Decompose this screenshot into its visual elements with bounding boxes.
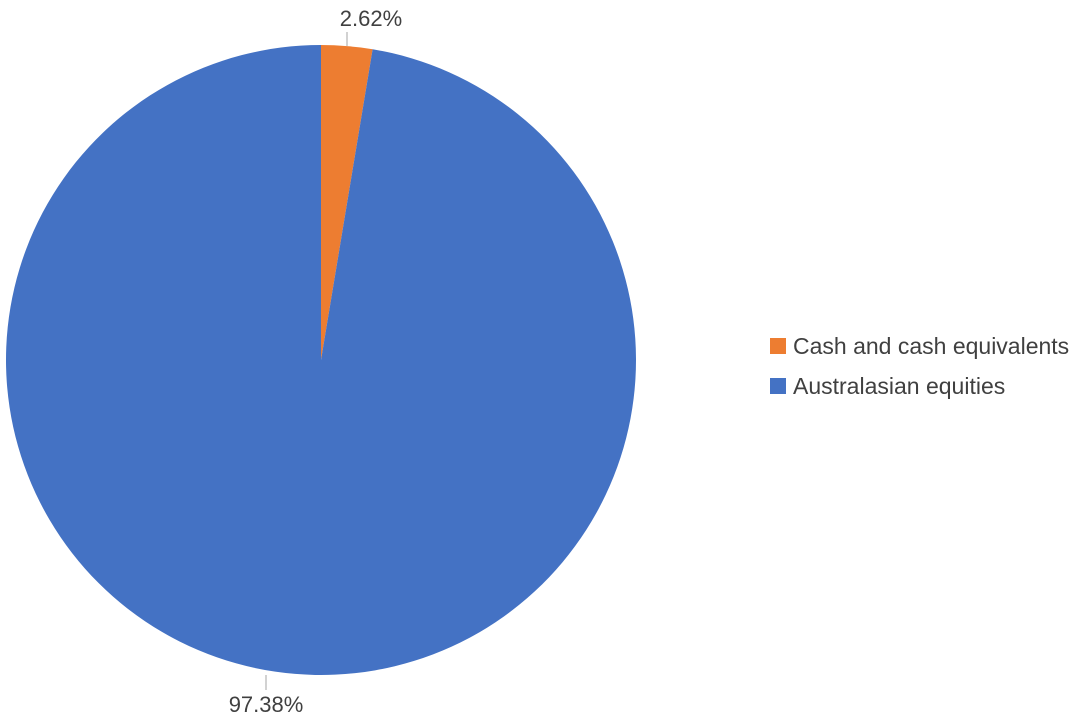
pie-slice-australasian-equities bbox=[5, 45, 636, 676]
legend-swatch-australasian-equities bbox=[770, 378, 786, 394]
legend: Cash and cash equivalents Australasian e… bbox=[770, 326, 1069, 406]
legend-swatch-cash bbox=[770, 338, 786, 354]
data-label-australasian-equities: 97.38% bbox=[229, 692, 304, 717]
legend-item-australasian-equities: Australasian equities bbox=[770, 366, 1069, 406]
legend-item-cash: Cash and cash equivalents bbox=[770, 326, 1069, 366]
data-label-cash: 2.62% bbox=[340, 6, 402, 31]
pie-slice-cash bbox=[321, 45, 373, 360]
legend-label-australasian-equities: Australasian equities bbox=[793, 372, 1006, 399]
legend-label-cash: Cash and cash equivalents bbox=[793, 332, 1070, 359]
